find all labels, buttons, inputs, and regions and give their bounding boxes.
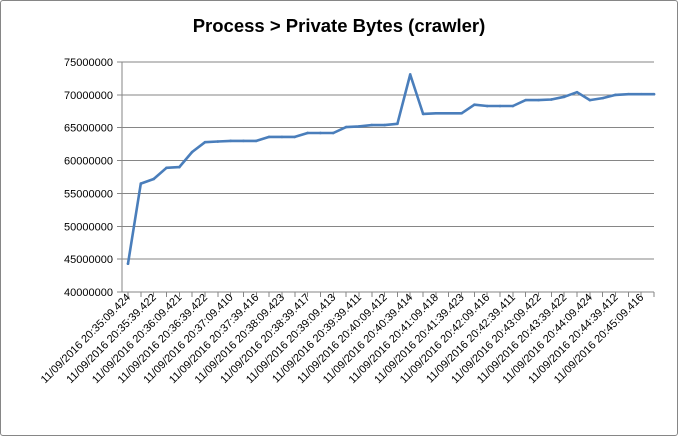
data-point xyxy=(588,98,592,102)
data-point xyxy=(216,140,220,143)
y-tick-label: 40000000 xyxy=(64,287,113,299)
data-point xyxy=(203,140,207,144)
data-point xyxy=(383,123,386,127)
data-point xyxy=(331,131,335,135)
data-point xyxy=(434,111,438,115)
series-layer xyxy=(126,73,656,266)
data-point xyxy=(267,135,271,139)
data-point xyxy=(601,96,604,100)
data-point xyxy=(242,139,245,143)
data-point xyxy=(165,166,168,170)
data-point xyxy=(319,131,322,135)
axes xyxy=(117,61,655,297)
y-axis-ticks: 40000000 45000000 50000000 55000000 60000000… xyxy=(64,57,113,299)
data-point xyxy=(254,139,258,143)
data-point xyxy=(280,135,284,139)
data-point xyxy=(178,165,181,169)
data-point xyxy=(396,122,399,126)
data-point xyxy=(498,104,502,108)
data-point xyxy=(460,111,463,115)
data-point xyxy=(139,182,143,185)
data-point xyxy=(306,131,309,135)
data-point xyxy=(639,92,643,96)
series-line xyxy=(126,73,656,266)
y-tick-label: 45000000 xyxy=(64,254,113,266)
data-point xyxy=(550,98,553,101)
data-point xyxy=(293,135,297,139)
data-point xyxy=(511,104,515,108)
data-point xyxy=(614,93,617,97)
gridlines xyxy=(122,61,654,260)
data-point xyxy=(190,150,194,154)
data-point xyxy=(575,90,579,94)
y-tick-label: 50000000 xyxy=(64,221,113,233)
data-point xyxy=(447,111,451,115)
data-point xyxy=(126,262,130,266)
data-point xyxy=(357,125,361,128)
y-tick-label: 70000000 xyxy=(64,90,113,102)
data-point xyxy=(408,73,412,76)
data-point xyxy=(652,92,656,96)
data-point xyxy=(152,177,155,181)
data-point xyxy=(473,103,476,107)
chart-title: Process > Private Bytes (crawler) xyxy=(192,15,486,36)
y-tick-label: 65000000 xyxy=(64,123,113,135)
y-tick-label: 55000000 xyxy=(64,188,113,200)
data-point xyxy=(344,125,348,129)
data-point xyxy=(562,95,566,99)
data-point xyxy=(627,92,630,96)
data-point xyxy=(537,98,540,102)
y-tick-label: 75000000 xyxy=(64,57,113,69)
data-point xyxy=(421,112,425,116)
data-point xyxy=(370,123,374,127)
y-tick-label: 60000000 xyxy=(64,156,113,168)
data-point xyxy=(524,98,528,102)
data-point xyxy=(485,104,489,108)
data-point xyxy=(229,139,232,143)
